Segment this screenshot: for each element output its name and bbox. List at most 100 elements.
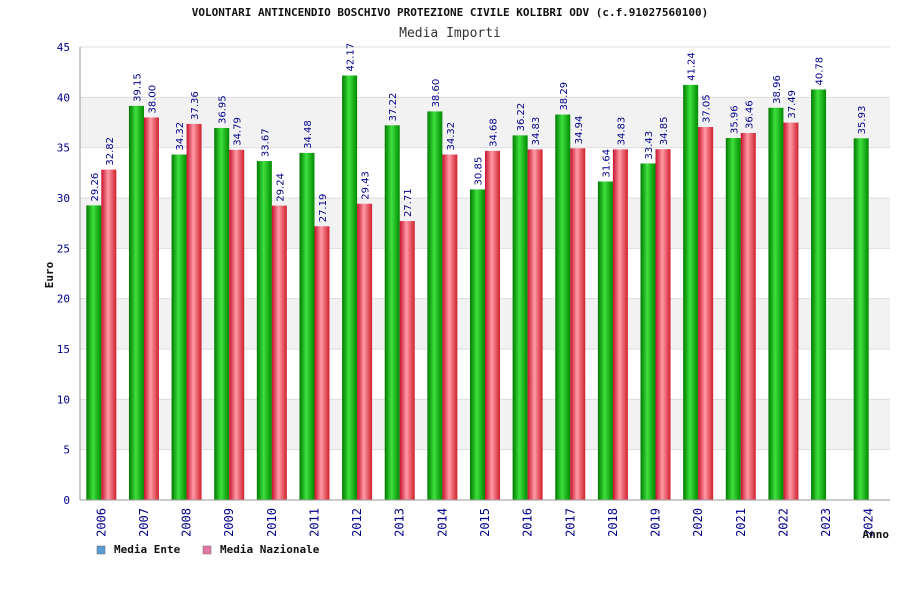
data-label: 39.15: [132, 73, 143, 102]
x-tick-label: 2011: [307, 508, 321, 537]
bar-media-nazionale-2015: [485, 150, 500, 500]
data-label: 37.22: [388, 93, 399, 122]
grid-band: [80, 47, 890, 98]
bar-media-ente-2009: [214, 128, 230, 500]
data-label: 36.22: [516, 103, 527, 132]
x-tick-label: 2008: [180, 508, 194, 537]
data-label: 34.48: [303, 120, 314, 149]
y-axis-label: Euro: [43, 261, 56, 288]
bar-media-ente-2023: [811, 89, 827, 501]
y-tick-label: 20: [57, 293, 70, 306]
bar-media-nazionale-2016: [527, 149, 543, 501]
bar-media-nazionale-2019: [655, 149, 671, 500]
bar-media-nazionale-2022: [783, 122, 799, 500]
data-label: 34.79: [233, 117, 244, 146]
x-tick-label: 2006: [94, 508, 108, 537]
data-labels: 29.26 32.82 39.15 38.00 34.32 37.36 36.95 34.79…: [90, 43, 868, 222]
y-tick-label: 25: [57, 242, 70, 255]
x-axis-ticks: 2006 2007 2008 2009 2010 2011 2012 2013 2014 2015…: [94, 508, 875, 537]
x-tick-label: 2021: [734, 508, 748, 537]
data-label: 34.83: [531, 117, 542, 146]
data-label: 35.96: [729, 105, 740, 134]
data-label: 37.05: [702, 94, 713, 123]
y-tick-label: 35: [57, 142, 70, 155]
x-tick-label: 2018: [606, 508, 620, 537]
bar-media-ente-2011: [299, 152, 315, 500]
bar-media-nazionale-2018: [612, 149, 628, 501]
x-tick-label: 2017: [563, 508, 577, 537]
data-label: 31.64: [601, 149, 612, 178]
data-label: 36.46: [744, 100, 755, 129]
y-tick-label: 30: [57, 192, 70, 205]
bar-media-ente-2014: [427, 111, 443, 500]
data-label: 32.82: [105, 137, 116, 166]
data-label: 33.67: [260, 128, 271, 157]
data-label: 29.24: [275, 173, 286, 202]
bar-media-ente-2019: [640, 163, 656, 501]
x-tick-label: 2023: [819, 508, 833, 537]
y-tick-label: 15: [57, 343, 70, 356]
x-tick-label: 2014: [435, 508, 449, 537]
bar-media-nazionale-2010: [271, 205, 287, 500]
y-tick-label: 45: [57, 41, 70, 54]
y-tick-label: 10: [57, 393, 70, 406]
data-label: 34.32: [175, 122, 186, 151]
data-label: 38.60: [431, 79, 442, 108]
bar-media-nazionale-2020: [698, 127, 714, 500]
data-label: 36.95: [218, 95, 229, 124]
x-tick-label: 2015: [478, 508, 492, 537]
data-label: 29.43: [361, 171, 372, 200]
data-label: 38.29: [559, 82, 570, 111]
data-label: 37.36: [190, 91, 201, 120]
data-label: 35.93: [857, 106, 868, 135]
bar-media-nazionale-2014: [442, 154, 458, 500]
x-tick-label: 2016: [521, 508, 535, 537]
bar-media-ente-2015: [470, 189, 485, 500]
bar-media-ente-2012: [342, 75, 358, 500]
legend-label: Media Ente: [114, 543, 181, 556]
x-tick-label: 2020: [691, 508, 705, 537]
bar-media-ente-2007: [128, 105, 144, 500]
bar-media-nazionale-2011: [314, 226, 330, 500]
bar-media-ente-2010: [256, 161, 272, 500]
bar-media-ente-2022: [768, 107, 784, 500]
legend-label: Media Nazionale: [220, 543, 320, 556]
legend-swatch: [202, 545, 212, 555]
bar-media-ente-2020: [683, 84, 699, 500]
data-label: 30.85: [474, 157, 485, 186]
data-label: 42.17: [346, 43, 357, 72]
legend: Media Ente Media Nazionale: [96, 543, 320, 556]
data-label: 41.24: [687, 52, 698, 81]
data-label: 27.19: [318, 194, 329, 223]
data-label: 34.83: [616, 117, 627, 146]
data-label: 34.68: [489, 118, 500, 147]
data-label: 34.94: [574, 116, 585, 145]
bar-media-nazionale-2012: [357, 203, 373, 500]
bar-media-ente-2006: [86, 205, 102, 500]
bars: [86, 75, 869, 501]
y-axis-ticks: 0 5 10 15 20 25 30 35 40 45: [57, 41, 70, 507]
bar-media-ente-2018: [597, 181, 613, 500]
x-tick-label: 2013: [393, 508, 407, 537]
y-tick-label: 40: [57, 91, 70, 104]
data-label: 29.26: [90, 173, 101, 202]
bar-media-ente-2021: [725, 138, 741, 500]
chart-subtitle: Media Importi: [399, 26, 501, 41]
x-tick-label: 2012: [350, 508, 364, 537]
x-tick-label: 2022: [776, 508, 790, 537]
data-label: 37.49: [787, 90, 798, 119]
bar-media-nazionale-2013: [399, 221, 415, 500]
x-axis-label: Anno: [863, 528, 890, 541]
y-tick-label: 0: [63, 494, 70, 507]
data-label: 33.43: [644, 131, 655, 160]
data-label: 34.32: [446, 122, 457, 151]
x-tick-label: 2010: [265, 508, 279, 537]
bar-media-nazionale-2008: [186, 123, 202, 500]
bar-media-ente-2017: [555, 114, 571, 500]
x-tick-label: 2009: [222, 508, 236, 537]
x-tick-label: 2019: [649, 508, 663, 537]
bar-media-ente-2024: [853, 138, 869, 500]
x-tick-label: 2007: [137, 508, 151, 537]
bar-media-nazionale-2007: [143, 117, 159, 500]
